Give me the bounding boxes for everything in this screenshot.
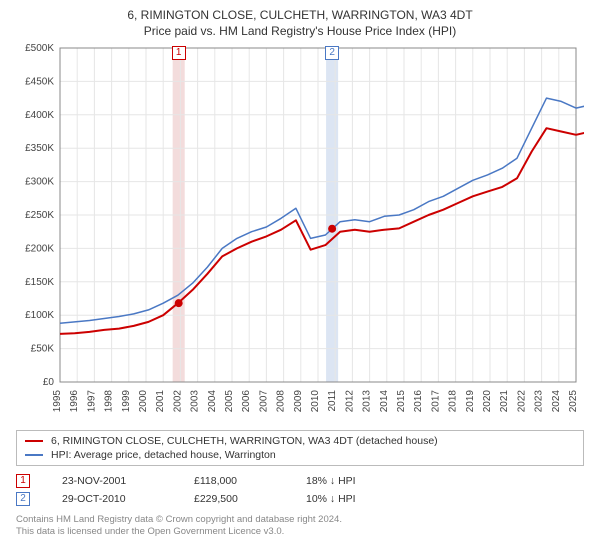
- legend-item: HPI: Average price, detached house, Warr…: [25, 448, 575, 462]
- sale-marker-1: 1: [16, 474, 30, 488]
- title-block: 6, RIMINGTON CLOSE, CULCHETH, WARRINGTON…: [16, 8, 584, 38]
- svg-text:2009: 2009: [293, 390, 304, 413]
- svg-text:£400K: £400K: [25, 110, 54, 121]
- footer-line-1: Contains HM Land Registry data © Crown c…: [16, 514, 584, 526]
- chart-marker-1: 1: [172, 46, 186, 60]
- svg-text:2017: 2017: [430, 390, 441, 413]
- svg-text:2015: 2015: [396, 390, 407, 413]
- svg-text:1995: 1995: [52, 390, 63, 413]
- svg-text:2002: 2002: [172, 390, 183, 413]
- sale-marker-2: 2: [16, 492, 30, 506]
- svg-text:2018: 2018: [448, 390, 459, 413]
- sale-price: £229,500: [194, 493, 274, 505]
- title-line-1: 6, RIMINGTON CLOSE, CULCHETH, WARRINGTON…: [16, 8, 584, 22]
- svg-text:£100K: £100K: [25, 310, 54, 321]
- svg-text:2004: 2004: [207, 390, 218, 413]
- svg-text:1999: 1999: [121, 390, 132, 413]
- legend-item: 6, RIMINGTON CLOSE, CULCHETH, WARRINGTON…: [25, 434, 575, 448]
- svg-text:£250K: £250K: [25, 210, 54, 221]
- sale-date: 23-NOV-2001: [62, 475, 162, 487]
- sale-row: 2 29-OCT-2010 £229,500 10% ↓ HPI: [16, 490, 584, 508]
- svg-text:2007: 2007: [258, 390, 269, 413]
- svg-text:2003: 2003: [190, 390, 201, 413]
- footer-line-2: This data is licensed under the Open Gov…: [16, 526, 584, 538]
- svg-text:2012: 2012: [344, 390, 355, 413]
- svg-text:2024: 2024: [551, 390, 562, 413]
- svg-text:2016: 2016: [413, 390, 424, 413]
- svg-text:2013: 2013: [362, 390, 373, 413]
- title-line-2: Price paid vs. HM Land Registry's House …: [16, 24, 584, 38]
- svg-text:£0: £0: [43, 377, 55, 388]
- legend-swatch-blue: [25, 454, 43, 456]
- sale-hpi: 10% ↓ HPI: [306, 493, 396, 505]
- sale-row: 1 23-NOV-2001 £118,000 18% ↓ HPI: [16, 472, 584, 490]
- svg-text:£350K: £350K: [25, 143, 54, 154]
- svg-text:2001: 2001: [155, 390, 166, 413]
- sale-date: 29-OCT-2010: [62, 493, 162, 505]
- chart-svg: £0 £50K £100K £150K £200K £250K £300K £350K £400…: [16, 44, 584, 424]
- svg-text:2005: 2005: [224, 390, 235, 413]
- svg-text:£50K: £50K: [31, 344, 55, 355]
- svg-text:2019: 2019: [465, 390, 476, 413]
- svg-text:1996: 1996: [69, 390, 80, 413]
- sale-hpi: 18% ↓ HPI: [306, 475, 396, 487]
- legend-label: 6, RIMINGTON CLOSE, CULCHETH, WARRINGTON…: [51, 435, 438, 447]
- svg-text:2025: 2025: [568, 390, 579, 413]
- legend-label: HPI: Average price, detached house, Warr…: [51, 449, 276, 461]
- sales-table: 1 23-NOV-2001 £118,000 18% ↓ HPI 2 29-OC…: [16, 472, 584, 508]
- svg-text:£450K: £450K: [25, 76, 54, 87]
- svg-text:£150K: £150K: [25, 277, 54, 288]
- svg-text:2011: 2011: [327, 390, 338, 412]
- legend: 6, RIMINGTON CLOSE, CULCHETH, WARRINGTON…: [16, 430, 584, 466]
- svg-text:2008: 2008: [276, 390, 287, 413]
- chart-marker-2: 2: [325, 46, 339, 60]
- footer: Contains HM Land Registry data © Crown c…: [16, 514, 584, 539]
- sale-price: £118,000: [194, 475, 274, 487]
- legend-swatch-red: [25, 440, 43, 442]
- svg-text:1998: 1998: [104, 390, 115, 413]
- svg-text:2022: 2022: [516, 390, 527, 413]
- chart-container: 6, RIMINGTON CLOSE, CULCHETH, WARRINGTON…: [0, 0, 600, 560]
- svg-text:1997: 1997: [86, 390, 97, 413]
- svg-text:2000: 2000: [138, 390, 149, 413]
- svg-text:2021: 2021: [499, 390, 510, 413]
- svg-text:2014: 2014: [379, 390, 390, 413]
- svg-text:£200K: £200K: [25, 243, 54, 254]
- svg-text:£500K: £500K: [25, 44, 54, 54]
- svg-text:2023: 2023: [534, 390, 545, 413]
- chart: £0 £50K £100K £150K £200K £250K £300K £350K £400…: [16, 44, 584, 424]
- svg-text:2020: 2020: [482, 390, 493, 413]
- svg-text:2010: 2010: [310, 390, 321, 413]
- svg-text:£300K: £300K: [25, 177, 54, 188]
- svg-text:2006: 2006: [241, 390, 252, 413]
